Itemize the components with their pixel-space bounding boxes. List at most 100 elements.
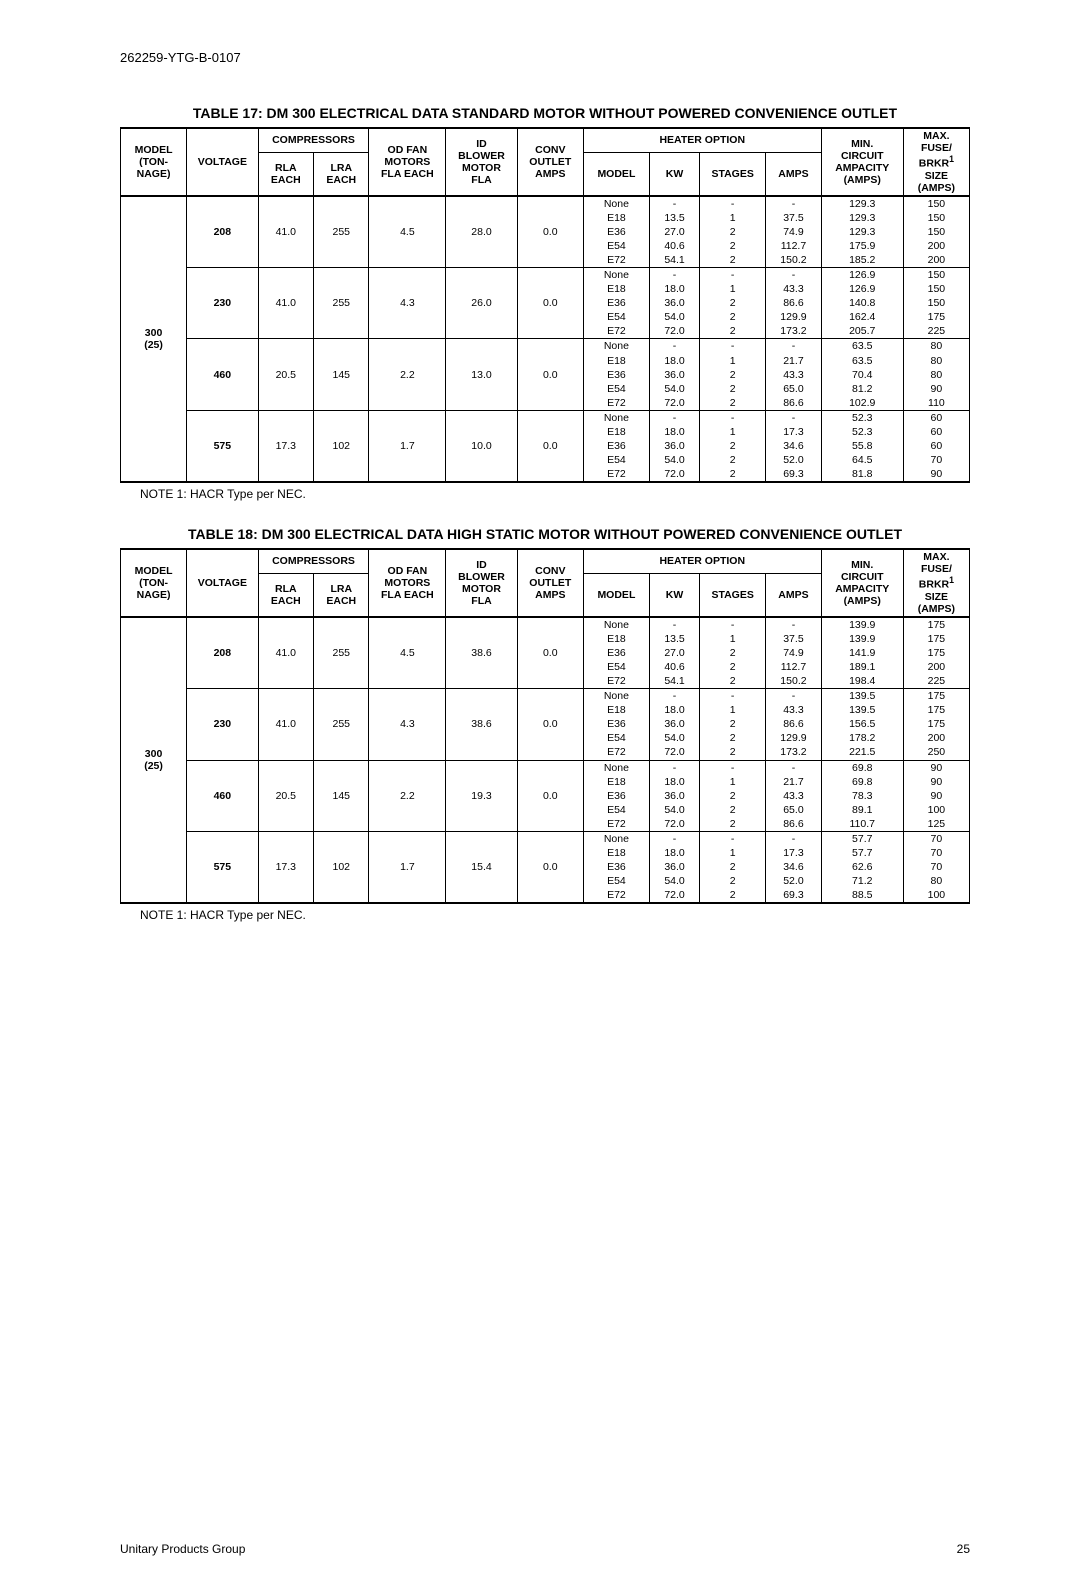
cell-stages: 1 [700,846,766,860]
cell-stages: - [700,831,766,846]
cell-kw: 36.0 [649,296,699,310]
cell-heater-model: E72 [583,674,649,689]
cell-fuse: 200 [903,253,969,268]
cell-heater-model: None [583,831,649,846]
cell-blower: 19.3 [446,760,517,831]
col-model: MODEL(TON-NAGE) [121,549,187,617]
cell-heater-model: E54 [583,453,649,467]
cell-kw: - [649,410,699,425]
cell-stages: - [700,410,766,425]
cell-stages: 2 [700,874,766,888]
cell-mca: 141.9 [821,646,903,660]
cell-kw: - [649,617,699,632]
cell-rla: 20.5 [258,760,313,831]
cell-mca: 221.5 [821,745,903,760]
cell-amps: - [766,268,821,283]
cell-amps: - [766,410,821,425]
cell-kw: 27.0 [649,646,699,660]
cell-stages: 2 [700,324,766,339]
cell-stages: 2 [700,731,766,745]
cell-heater-model: E54 [583,382,649,396]
cell-mca: 52.3 [821,410,903,425]
cell-amps: 65.0 [766,382,821,396]
cell-fuse: 225 [903,674,969,689]
cell-stages: 2 [700,860,766,874]
cell-heater-model: None [583,689,649,704]
cell-fan: 4.5 [369,617,446,689]
cell-mca: 129.3 [821,211,903,225]
cell-rla: 41.0 [258,196,313,268]
cell-stages: 2 [700,888,766,903]
cell-kw: 54.0 [649,731,699,745]
col-stages: STAGES [700,152,766,195]
cell-stages: 1 [700,282,766,296]
cell-blower: 28.0 [446,196,517,268]
cell-fuse: 175 [903,689,969,704]
table-note: NOTE 1: HACR Type per NEC. [140,487,970,501]
col-amps: AMPS [766,573,821,616]
cell-heater-model: E54 [583,310,649,324]
col-heater-model: MODEL [583,152,649,195]
cell-heater-model: E54 [583,239,649,253]
cell-stages: 2 [700,789,766,803]
cell-conv: 0.0 [517,831,583,903]
cell-heater-model: E36 [583,439,649,453]
col-fuse: MAX.FUSE/BRKR1SIZE(AMPS) [903,128,969,196]
cell-rla: 41.0 [258,689,313,760]
cell-kw: - [649,760,699,775]
cell-stages: 2 [700,453,766,467]
cell-lra: 255 [314,196,369,268]
cell-fuse: 175 [903,646,969,660]
col-heater: HEATER OPTION [583,549,821,573]
cell-conv: 0.0 [517,410,583,482]
cell-fan: 2.2 [369,339,446,410]
cell-lra: 102 [314,831,369,903]
cell-mca: 62.6 [821,860,903,874]
col-compressors: COMPRESSORS [258,128,369,152]
cell-heater-model: None [583,196,649,211]
cell-mca: 140.8 [821,296,903,310]
cell-fuse: 70 [903,860,969,874]
cell-kw: 54.0 [649,453,699,467]
cell-blower: 15.4 [446,831,517,903]
cell-kw: 36.0 [649,717,699,731]
cell-amps: 21.7 [766,354,821,368]
cell-fuse: 90 [903,775,969,789]
cell-mca: 139.5 [821,689,903,704]
col-heater: HEATER OPTION [583,128,821,152]
cell-stages: - [700,268,766,283]
cell-mca: 139.5 [821,703,903,717]
cell-stages: 1 [700,354,766,368]
cell-rla: 41.0 [258,268,313,339]
cell-stages: 1 [700,211,766,225]
cell-fuse: 200 [903,731,969,745]
cell-mca: 69.8 [821,760,903,775]
cell-amps: 112.7 [766,239,821,253]
cell-amps: 173.2 [766,324,821,339]
cell-heater-model: E54 [583,803,649,817]
cell-conv: 0.0 [517,268,583,339]
cell-fuse: 60 [903,439,969,453]
cell-amps: 52.0 [766,453,821,467]
cell-kw: 18.0 [649,703,699,717]
cell-rla: 41.0 [258,617,313,689]
col-conv: CONVOUTLETAMPS [517,128,583,196]
cell-kw: 72.0 [649,467,699,482]
cell-mca: 139.9 [821,617,903,632]
cell-lra: 102 [314,410,369,482]
cell-stages: 2 [700,717,766,731]
cell-stages: 2 [700,396,766,411]
col-voltage: VOLTAGE [187,128,258,196]
cell-kw: 36.0 [649,789,699,803]
cell-kw: - [649,339,699,354]
cell-conv: 0.0 [517,196,583,268]
cell-blower: 10.0 [446,410,517,482]
cell-kw: 27.0 [649,225,699,239]
cell-mca: 139.9 [821,632,903,646]
cell-amps: 21.7 [766,775,821,789]
cell-heater-model: E18 [583,703,649,717]
cell-mca: 185.2 [821,253,903,268]
cell-heater-model: E72 [583,396,649,411]
electrical-data-table: MODEL(TON-NAGE)VOLTAGECOMPRESSORSOD FANM… [120,127,970,483]
cell-amps: 43.3 [766,368,821,382]
